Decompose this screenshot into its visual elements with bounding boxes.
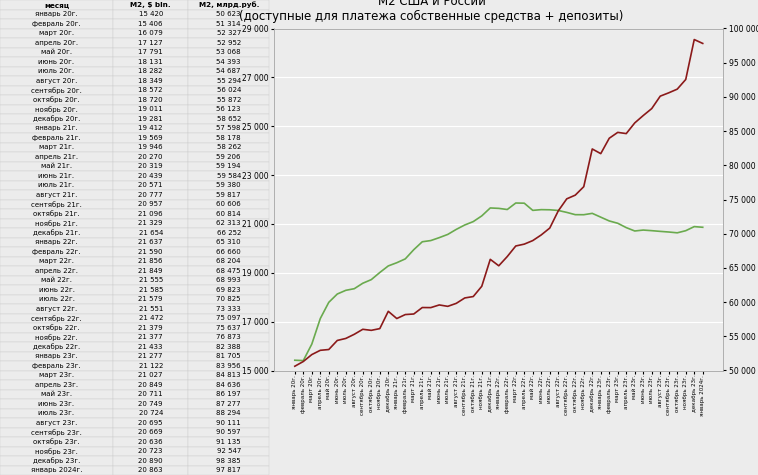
- Title: М2 США и России
(доступные для платежа собственные средства + депозиты): М2 США и России (доступные для платежа с…: [240, 0, 624, 23]
